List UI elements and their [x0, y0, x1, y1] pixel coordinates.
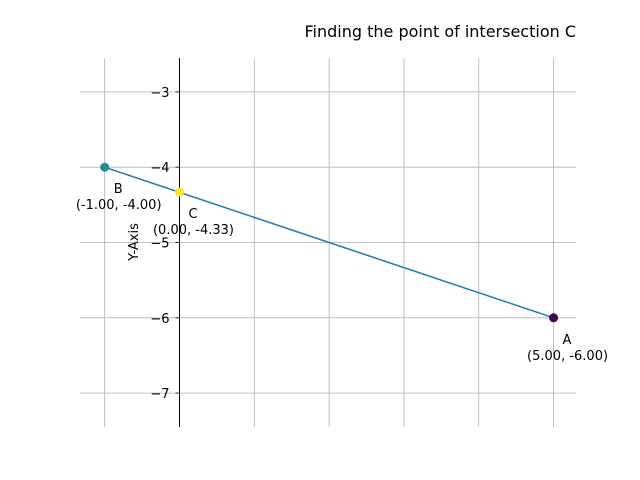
y-tick-label: −5: [150, 237, 169, 252]
y-tick-label: −4: [150, 161, 169, 176]
point-b-label: B: [114, 182, 123, 197]
tick-labels: −3 −4 −5 −6 −7: [150, 86, 169, 402]
point-b-coords: (-1.00, -4.00): [76, 198, 162, 213]
point-a-label: A: [563, 333, 572, 348]
point-c-label: C: [188, 207, 197, 222]
y-tick-label: −3: [150, 86, 169, 101]
point-c: [174, 187, 184, 197]
axes: [175, 58, 180, 427]
point-c-coords: (0.00, -4.33): [153, 223, 234, 238]
y-tick-label: −6: [150, 312, 169, 327]
chart-title: Finding the point of intersection C: [304, 22, 576, 41]
y-axis-label: Y-Axis: [127, 223, 142, 262]
point-a-coords: (5.00, -6.00): [527, 349, 608, 364]
point-b: [100, 162, 110, 172]
y-tick-label: −7: [150, 387, 169, 402]
point-a: [549, 313, 559, 323]
points: A(5.00, -6.00) B(-1.00, -4.00) C(0.00, -4.…: [76, 162, 608, 364]
